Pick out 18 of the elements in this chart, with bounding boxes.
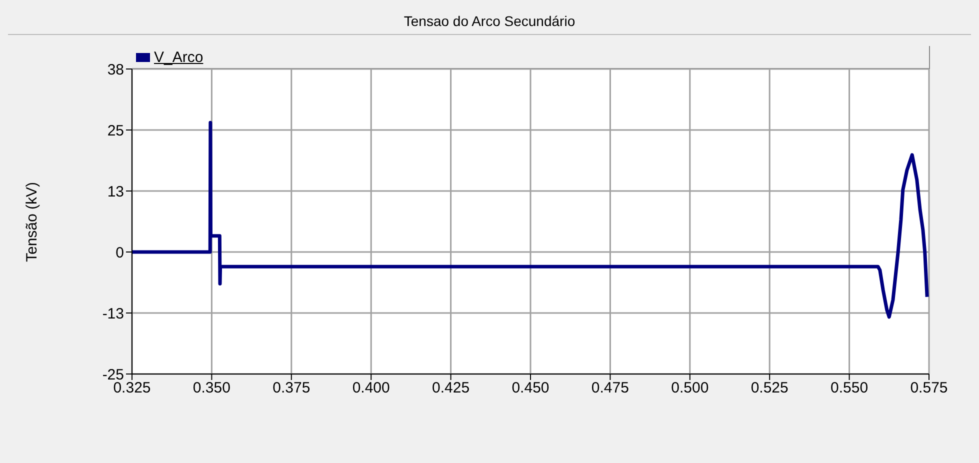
y-tick-label: 0	[116, 244, 124, 262]
x-tick-label: 0.500	[671, 380, 709, 397]
x-tick-label: 0.550	[830, 380, 868, 397]
y-axis-title: Tensão (kV)	[24, 182, 40, 262]
x-tick-label: 0.525	[750, 380, 788, 397]
y-tick-label: 25	[107, 122, 124, 140]
x-tick-label: 0.475	[591, 380, 629, 397]
x-tick-label: 0.350	[192, 380, 230, 397]
chart-title: Tensao do Arco Secundário	[8, 8, 971, 35]
y-tick-label: 38	[107, 61, 124, 78]
x-tick-label: 0.450	[512, 380, 550, 397]
x-tick-label: 0.575	[910, 380, 948, 397]
y-tick-label: -13	[102, 305, 124, 322]
x-tick-label: 0.425	[432, 380, 470, 397]
x-tick-label: 0.400	[352, 380, 390, 397]
x-tick-label: 0.375	[272, 380, 310, 397]
y-tick-label: 13	[107, 183, 124, 200]
legend-label: V_Arco	[154, 48, 204, 66]
